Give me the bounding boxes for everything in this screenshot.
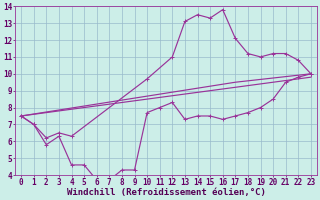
X-axis label: Windchill (Refroidissement éolien,°C): Windchill (Refroidissement éolien,°C): [67, 188, 266, 197]
